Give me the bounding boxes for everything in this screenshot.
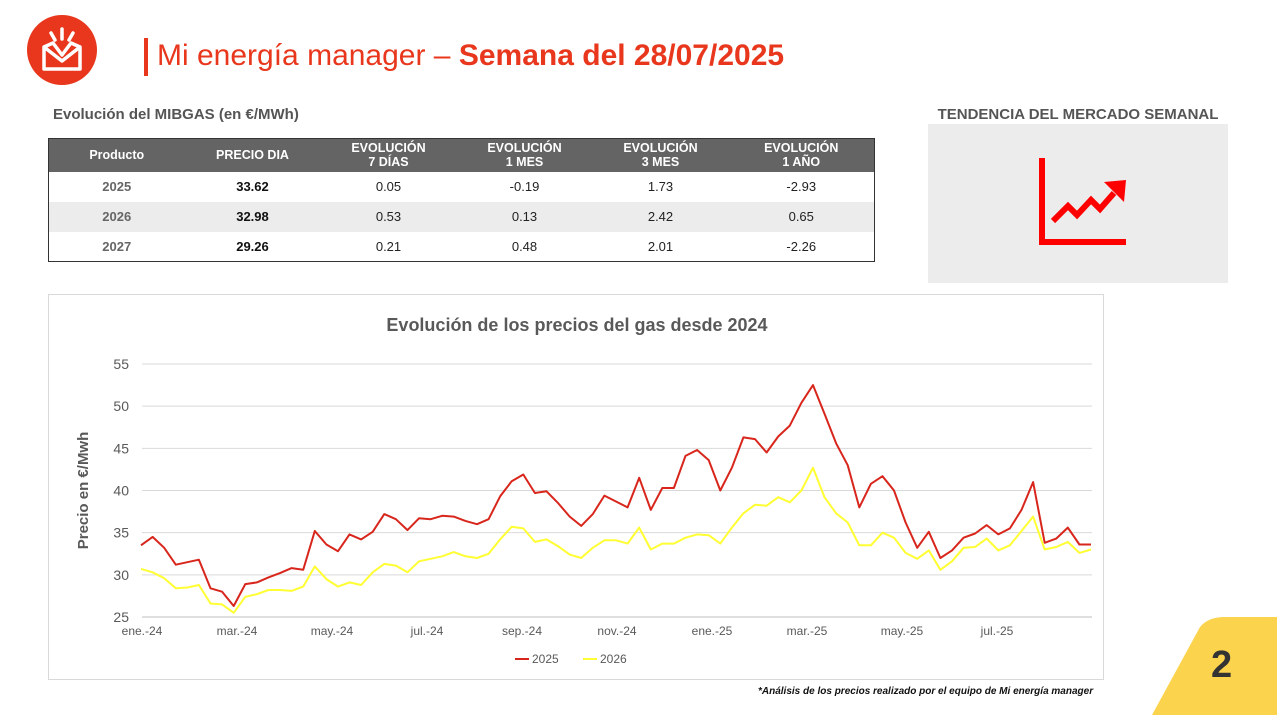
cell-price: 33.62 [236,179,269,194]
table-row: 2027 29.26 0.21 0.48 2.01 -2.26 [49,232,875,262]
y-tick-label: 35 [113,525,129,541]
cell-1ano: 0.65 [728,201,875,232]
footnote: *Análisis de los precios realizado por e… [758,686,1094,697]
cell-price: 29.26 [236,238,269,254]
col-header-1mes: EVOLUCIÓN 1 MES [456,138,593,172]
cell-1mes: 0.48 [511,238,538,254]
col-header-producto: Producto [48,138,185,172]
y-tick-label: 40 [113,483,129,499]
cell-year: 2025 [102,179,132,194]
cell-7dias: 0.05 [375,179,402,194]
mibgas-table: Producto PRECIO DIA EVOLUCIÓN 7 DÍAS EVOL… [48,138,875,262]
table-header-row: Producto PRECIO DIA EVOLUCIÓN 7 DÍAS EVOL… [48,138,875,172]
col-header-precio: PRECIO DIA [184,138,321,172]
trend-panel [928,124,1228,283]
cell-3mes: 1.73 [647,179,674,194]
y-tick-label: 55 [113,356,129,372]
brand-logo [27,15,97,85]
header-label: EVOLUCIÓN [764,141,839,156]
x-tick-label: ene.-24 [122,624,163,638]
table-caption: Evolución del MIBGAS (en €/MWh) [53,106,299,123]
table-row: 2026 32.98 0.53 0.13 2.42 0.65 [48,201,875,232]
header-label: EVOLUCIÓN [351,141,426,156]
page-title-week: Semana del 28/07/2025 [458,39,785,72]
cell-1ano: -2.93 [786,179,817,194]
header-label: EVOLUCIÓN [487,141,562,156]
y-tick-label: 45 [113,440,129,456]
x-tick-label: mar.-24 [217,624,258,638]
col-header-7dias: EVOLUCIÓN 7 DÍAS [320,138,457,172]
header-label-sub: 7 DÍAS [368,155,409,170]
y-tick-label: 25 [113,609,129,625]
page-title-app: Mi energía manager – [157,39,459,72]
trend-up-icon [1039,158,1126,245]
cell-7dias: 0.53 [320,201,457,232]
page-number: 2 [1211,644,1233,686]
header-label-sub: 1 MES [505,155,544,170]
y-tick-label: 30 [113,567,129,583]
header-label-sub: 3 MES [641,155,680,170]
cell-price: 32.98 [184,201,321,232]
cell-1ano: -2.26 [786,238,817,254]
page-title: Mi energía manager – Semana del 28/07/20… [157,36,784,76]
x-tick-label: sep.-24 [502,624,542,638]
header-label: EVOLUCIÓN [623,141,698,156]
header-label: PRECIO DIA [216,148,289,163]
cell-1mes: -0.19 [509,179,540,194]
cell-3mes: 2.42 [592,201,729,232]
cell-7dias: 0.21 [375,238,402,254]
series-line-2026 [140,466,1092,614]
legend-label-2026: 2026 [600,652,627,666]
y-axis-label: Precio en €/Mwh [75,432,92,550]
col-header-1ano: EVOLUCIÓN 1 AÑO [728,138,875,172]
trend-title: TENDENCIA DEL MERCADO SEMANAL [937,106,1219,123]
envelope-icon [42,27,82,71]
chart-plot: 25 30 35 40 45 50 55 ene.-24 mar.-24 may.-24 jul.-… [75,356,1092,666]
x-tick-label: may.-24 [311,624,354,638]
x-tick-label: jul.-24 [410,624,444,638]
x-tick-label: ene.-25 [692,624,733,638]
table-row: 2025 33.62 0.05 -0.19 1.73 -2.93 [49,172,875,202]
y-tick-label: 50 [113,398,129,414]
cell-year: 2027 [102,238,132,254]
price-chart: Evolución de los precios del gas desde 2… [48,294,1104,680]
cell-3mes: 2.01 [647,238,674,254]
series-line-2025 [140,384,1091,607]
header-label: Producto [89,148,145,163]
x-tick-label: mar.-25 [787,624,828,638]
cell-1mes: 0.13 [456,201,593,232]
x-tick-label: jul.-25 [980,624,1014,638]
x-tick-label: nov.-24 [597,624,636,638]
header-label-sub: 1 AÑO [782,155,821,170]
title-accent-bar [144,38,148,76]
col-header-3mes: EVOLUCIÓN 3 MES [592,138,729,172]
chart-title: Evolución de los precios del gas desde 2… [386,315,768,335]
legend-label-2025: 2025 [532,652,559,666]
x-tick-label: may.-25 [881,624,924,638]
cell-year: 2026 [48,201,185,232]
